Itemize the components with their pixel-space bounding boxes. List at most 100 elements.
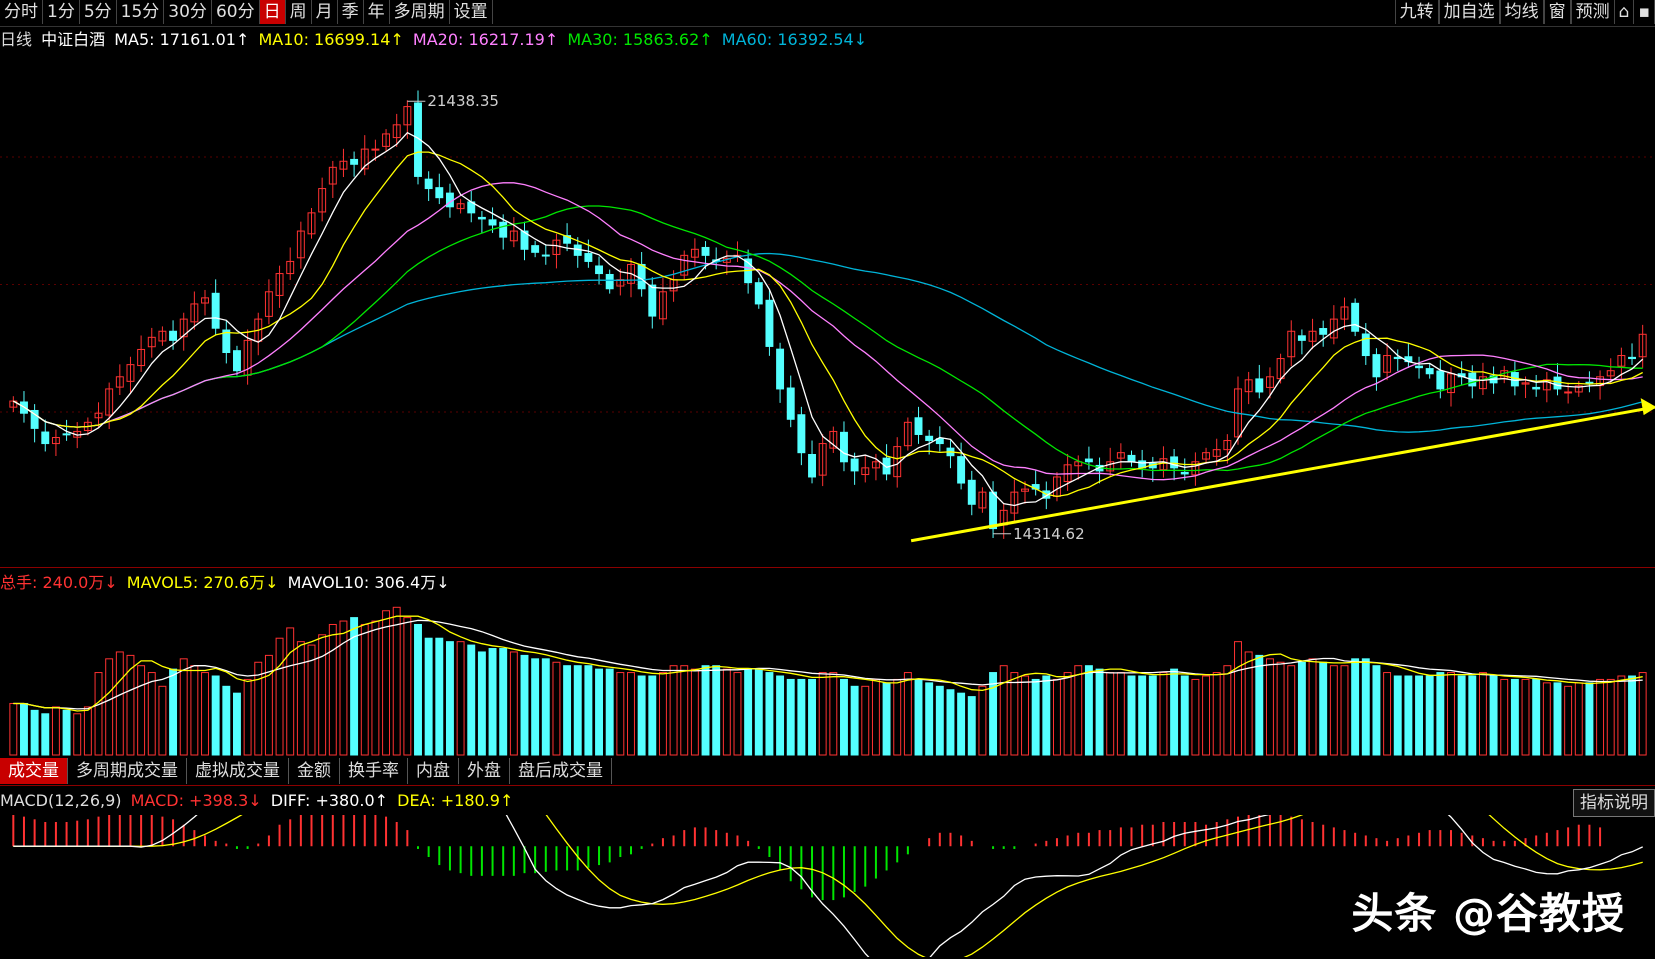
up-candle <box>360 148 369 170</box>
ma60-line <box>12 252 1643 433</box>
period-tab[interactable]: 日 <box>259 0 286 24</box>
period-tabs: 分时 1分 5分 15分 30分 60分日周月季年多周期 设置 <box>0 0 493 26</box>
volume-bar <box>701 665 710 756</box>
down-candle <box>776 348 785 390</box>
toolbar-action-button[interactable]: 均线 <box>1499 0 1544 24</box>
down-candle <box>1628 356 1636 360</box>
volume-bar <box>201 672 209 756</box>
trend-line <box>910 405 1655 543</box>
volume-bar <box>1042 675 1051 756</box>
up-candle <box>1116 452 1125 459</box>
volume-subtab[interactable]: 外盘 <box>459 758 510 784</box>
volume-bar <box>254 661 263 756</box>
toolbar-action-button[interactable]: 预测 <box>1570 0 1615 24</box>
volume-subtab[interactable]: 换手率 <box>340 758 408 784</box>
volume-subtab[interactable]: 内盘 <box>408 758 459 784</box>
period-tab[interactable]: 周 <box>286 0 312 24</box>
volume-bar <box>1425 675 1434 756</box>
macd-chart[interactable] <box>0 815 1655 957</box>
volume-bar <box>616 672 625 756</box>
volume-bar <box>158 685 167 756</box>
volume-bar <box>690 668 699 756</box>
volume-subtab[interactable]: 盘后成交量 <box>510 758 612 784</box>
toolbar-action-button[interactable]: 窗 <box>1543 0 1571 24</box>
up-candle <box>1606 370 1615 377</box>
down-candle <box>499 221 508 238</box>
period-tab[interactable]: 月 <box>312 0 338 24</box>
volume-bar <box>179 658 188 756</box>
price-chart[interactable]: 21438.35 14314.62 <box>0 55 1655 565</box>
down-candle <box>1297 335 1306 341</box>
ma60-value: MA60: 16392.54↓ <box>721 30 868 49</box>
period-tab[interactable]: 分时 <box>0 0 43 24</box>
volume-bar <box>243 678 252 756</box>
up-candle <box>1223 440 1232 451</box>
volume-bar <box>286 627 295 756</box>
period-tab[interactable]: 季 <box>338 0 364 24</box>
volume-bar <box>1255 654 1264 756</box>
down-candle <box>350 158 359 165</box>
volume-bar <box>1202 675 1211 756</box>
period-tab[interactable]: 15分 <box>117 0 165 24</box>
volume-bar <box>1532 678 1541 756</box>
volume-bar <box>73 713 82 756</box>
down-candle <box>1361 333 1370 357</box>
toolbar-action-button[interactable]: 九转 <box>1394 0 1439 24</box>
indicator-help-button[interactable]: 指标说明 <box>1573 789 1655 817</box>
up-candle <box>296 230 305 259</box>
period-tab[interactable]: 5分 <box>80 0 117 24</box>
expand-icon[interactable]: ▪ <box>1634 0 1655 24</box>
volume-chart[interactable] <box>0 597 1655 757</box>
down-candle <box>1255 378 1264 393</box>
volume-bar <box>62 709 71 756</box>
ma30-value: MA30: 15863.62↑ <box>567 30 713 49</box>
volume-bar <box>1372 665 1381 756</box>
volume-bar <box>9 702 18 756</box>
volume-subtab[interactable]: 虚拟成交量 <box>187 758 289 784</box>
up-candle <box>627 263 635 284</box>
volume-bar <box>584 665 593 756</box>
volume-bar <box>1617 675 1626 756</box>
volume-bar <box>1500 678 1509 756</box>
up-candle <box>318 188 327 213</box>
volume-bar <box>1063 672 1072 756</box>
period-tab[interactable]: 多周期 <box>390 0 450 24</box>
up-candle <box>328 166 337 185</box>
volume-bar <box>1585 682 1594 756</box>
up-candle <box>158 330 167 342</box>
volume-bar <box>307 644 316 756</box>
volume-bar <box>1297 661 1306 756</box>
volume-bar <box>733 672 742 756</box>
down-candle <box>1372 354 1381 378</box>
down-candle <box>637 263 646 290</box>
lock-icon[interactable]: ⌂ <box>1615 0 1635 24</box>
volume-bar <box>1553 682 1562 756</box>
high-price-label: 21438.35 <box>427 92 499 110</box>
volume-bar <box>105 658 114 756</box>
volume-bar <box>1265 658 1274 756</box>
period-tab[interactable]: 60分 <box>212 0 260 24</box>
volume-bar <box>935 685 944 756</box>
volume-subtab[interactable]: 成交量 <box>0 758 68 784</box>
period-tab[interactable]: 30分 <box>164 0 212 24</box>
volume-subtab[interactable]: 多周期成交量 <box>68 758 187 784</box>
volume-bar <box>126 654 135 756</box>
down-candle <box>605 273 614 290</box>
period-tab[interactable]: 1分 <box>43 0 80 24</box>
volume-bar <box>233 692 241 756</box>
down-candle <box>967 479 976 505</box>
volume-bar <box>1053 678 1061 756</box>
volume-bar <box>744 668 753 756</box>
down-candle <box>765 299 774 347</box>
period-tab[interactable]: 设置 <box>450 0 493 24</box>
down-candle <box>935 438 944 445</box>
volume-subtab[interactable]: 金额 <box>289 758 340 784</box>
down-candle <box>797 414 806 454</box>
down-candle <box>989 491 998 530</box>
volume-bar <box>467 644 476 756</box>
down-candle <box>222 329 231 353</box>
toolbar-action-button[interactable]: 加自选 <box>1438 0 1500 24</box>
volume-bar <box>1116 672 1125 756</box>
period-tab[interactable]: 年 <box>364 0 390 24</box>
volume-bar <box>1159 672 1168 756</box>
